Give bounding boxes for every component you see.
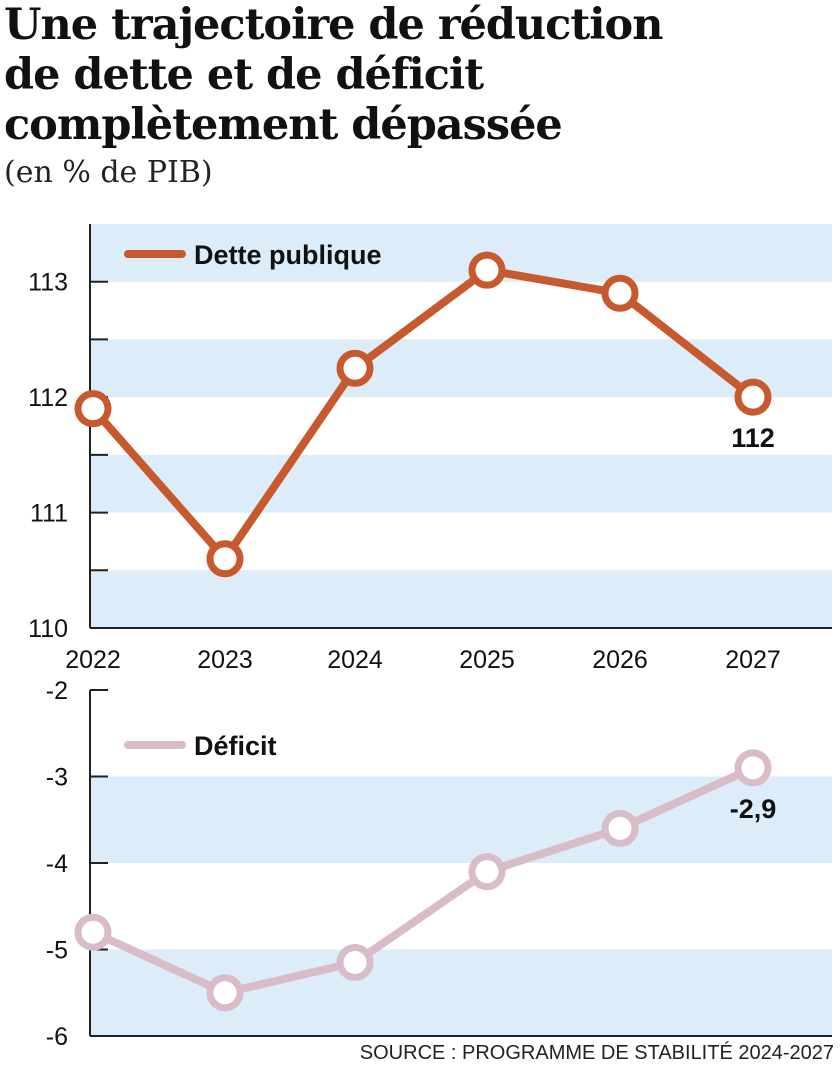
debt-x-tick-label: 2025 bbox=[459, 646, 515, 674]
debt-legend-label: Dette publique bbox=[194, 240, 382, 270]
debt-grid-band bbox=[90, 224, 832, 282]
debt-y-tick-label: 110 bbox=[28, 615, 68, 643]
deficit-data-point bbox=[336, 943, 374, 981]
debt-data-label: 112 bbox=[731, 423, 775, 453]
deficit-grid-band bbox=[90, 949, 832, 1036]
deficit-data-label: -2,9 bbox=[730, 794, 777, 824]
debt-y-tick-label: 113 bbox=[28, 269, 68, 297]
deficit-y-tick-label: -6 bbox=[46, 1023, 68, 1051]
debt-data-point bbox=[734, 378, 772, 416]
title-line: Une trajectoire de réduction bbox=[4, 0, 664, 50]
deficit-y-tick-label: -4 bbox=[46, 850, 68, 878]
debt-data-point bbox=[206, 540, 244, 578]
debt-y-tick-label: 112 bbox=[28, 384, 68, 412]
debt-x-tick-label: 2023 bbox=[197, 646, 253, 674]
deficit-series-line bbox=[91, 764, 755, 997]
deficit-data-point bbox=[468, 853, 506, 891]
debt-data-point bbox=[336, 349, 374, 387]
title-line: de dette et de déficit bbox=[4, 50, 484, 100]
deficit-grid-band bbox=[90, 776, 832, 863]
deficit-y-tick-label: -3 bbox=[46, 764, 68, 792]
deficit-data-point bbox=[601, 809, 639, 847]
deficit-y-tick-label: -5 bbox=[46, 937, 68, 965]
deficit-legend-label: Déficit bbox=[194, 731, 277, 761]
debt-grid-band bbox=[90, 570, 832, 628]
debt-y-tick-label: 111 bbox=[30, 500, 68, 528]
debt-grid-band bbox=[90, 339, 832, 398]
debt-data-point bbox=[74, 390, 112, 428]
deficit-data-point bbox=[74, 913, 112, 951]
deficit-y-tick-label: -2 bbox=[46, 677, 68, 705]
debt-data-point bbox=[601, 274, 639, 312]
debt-x-tick-label: 2027 bbox=[725, 646, 781, 674]
debt-series-line bbox=[89, 266, 756, 563]
deficit-data-point bbox=[206, 974, 244, 1012]
debt-grid-band bbox=[90, 454, 832, 513]
title-line: complètement dépassée bbox=[4, 100, 563, 150]
chart-subtitle: (en % de PIB) bbox=[4, 155, 213, 190]
debt-data-point bbox=[468, 251, 506, 289]
source-note: SOURCE : PROGRAMME DE STABILITÉ 2024-202… bbox=[359, 1042, 834, 1064]
debt-x-tick-label: 2024 bbox=[327, 646, 383, 674]
debt-x-tick-label: 2022 bbox=[65, 646, 121, 674]
debt-x-tick-label: 2026 bbox=[592, 646, 648, 674]
deficit-data-point bbox=[734, 749, 772, 787]
chart-title: Une trajectoire de réduction de dette et… bbox=[4, 0, 834, 150]
